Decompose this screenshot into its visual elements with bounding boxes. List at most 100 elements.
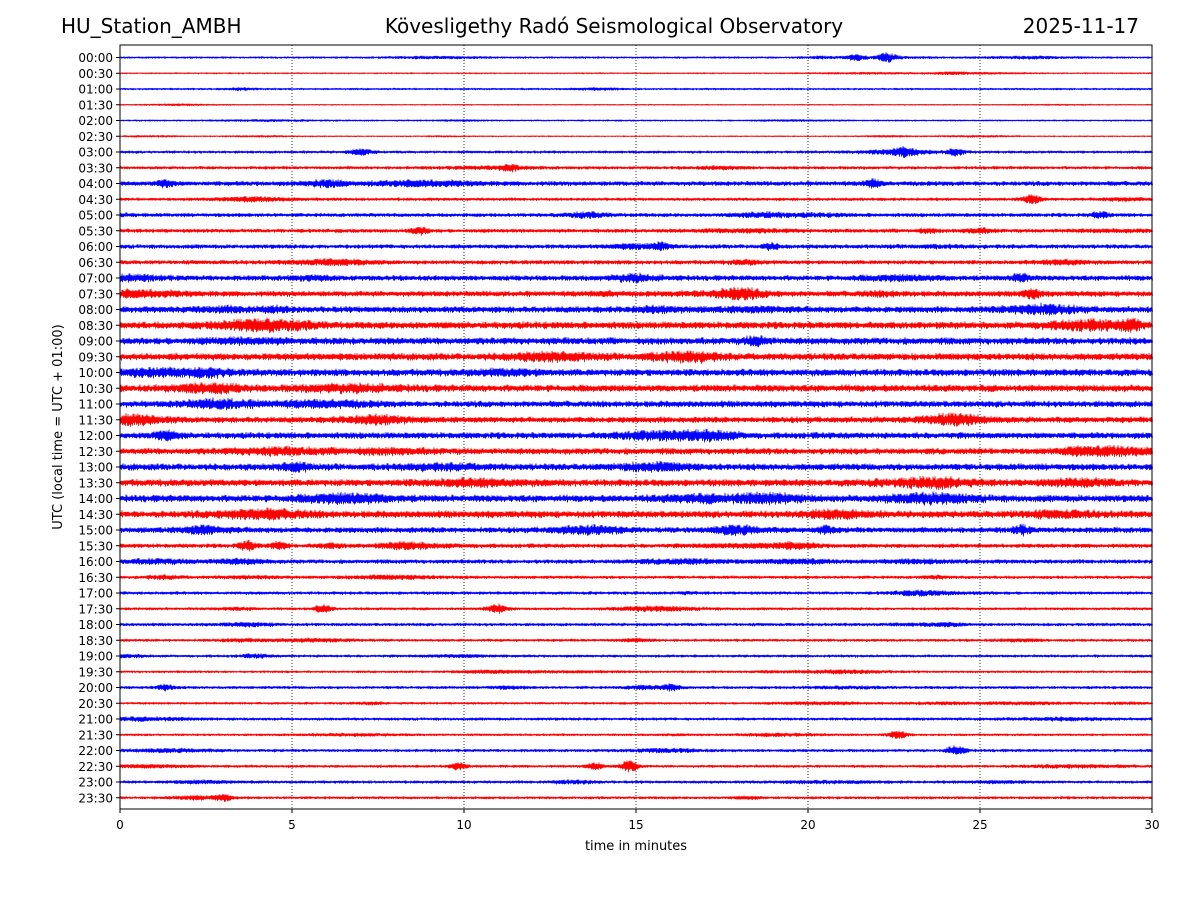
trace-row	[119, 163, 1153, 173]
trace-row	[119, 700, 1153, 706]
y-tick-label: 07:00	[78, 272, 113, 286]
y-tick-label: 11:00	[78, 398, 113, 412]
trace-row	[119, 793, 1153, 803]
trace-row	[119, 683, 1153, 692]
trace-row	[119, 460, 1153, 473]
trace-row	[119, 589, 1153, 597]
trace-row	[119, 397, 1153, 411]
trace-row	[119, 475, 1153, 491]
trace-row	[119, 539, 1153, 552]
y-tick-label: 05:30	[78, 224, 113, 238]
trace-row	[119, 730, 1153, 739]
trace-row	[119, 194, 1153, 205]
y-tick-label: 17:30	[78, 602, 113, 616]
trace-row	[119, 523, 1153, 537]
y-tick-label: 01:30	[78, 98, 113, 112]
x-tick-label: 30	[1144, 818, 1159, 832]
trace-row	[119, 335, 1153, 348]
trace-row	[119, 366, 1153, 379]
y-tick-label: 23:30	[78, 791, 113, 805]
y-tick-label: 13:00	[78, 461, 113, 475]
x-tick-label: 5	[288, 818, 296, 832]
x-axis-label: time in minutes	[585, 839, 687, 854]
x-axis-ticks: 0 5 10 15 20 25 30	[116, 809, 1160, 832]
y-tick-label: 02:30	[78, 130, 113, 144]
y-tick-label: 19:00	[78, 650, 113, 664]
x-tick-label: 10	[456, 818, 471, 832]
y-tick-label: 09:30	[78, 350, 113, 364]
y-tick-label: 10:30	[78, 382, 113, 396]
y-axis-label: UTC (local time = UTC + 01:00)	[51, 324, 66, 529]
y-tick-label: 12:30	[78, 445, 113, 459]
y-tick-label: 12:00	[78, 429, 113, 443]
station-name: HU_Station_AMBH	[61, 14, 242, 38]
trace-row	[119, 258, 1153, 267]
trace-row	[119, 444, 1153, 458]
y-tick-label: 10:00	[78, 366, 113, 380]
trace-row	[119, 134, 1153, 138]
y-tick-label: 09:00	[78, 335, 113, 349]
trace-row	[119, 637, 1153, 643]
trace-row	[119, 779, 1153, 785]
trace-row	[119, 668, 1153, 675]
y-tick-label: 07:30	[78, 287, 113, 301]
y-tick-label: 00:30	[78, 67, 113, 81]
y-tick-label: 14:30	[78, 508, 113, 522]
y-tick-label: 06:00	[78, 240, 113, 254]
trace-row	[119, 603, 1153, 614]
chart-title: Kövesligethy Radó Seismological Observat…	[384, 14, 844, 38]
y-tick-label: 18:30	[78, 634, 113, 648]
y-tick-label: 22:00	[78, 744, 113, 758]
y-tick-label: 20:00	[78, 681, 113, 695]
y-tick-label: 16:30	[78, 571, 113, 585]
y-tick-label: 04:30	[78, 193, 113, 207]
trace-row	[119, 103, 1153, 107]
trace-row	[119, 272, 1153, 284]
trace-row	[119, 382, 1153, 395]
y-tick-label: 15:00	[78, 524, 113, 538]
trace-row	[119, 302, 1153, 316]
y-tick-label: 16:00	[78, 555, 113, 569]
trace-row	[119, 317, 1153, 333]
y-tick-label: 15:30	[78, 539, 113, 553]
trace-row	[119, 557, 1153, 566]
x-tick-label: 15	[628, 818, 643, 832]
trace-row	[119, 745, 1153, 755]
y-tick-label: 22:30	[78, 760, 113, 774]
y-tick-label: 01:00	[78, 83, 113, 97]
y-tick-label: 00:00	[78, 51, 113, 65]
y-tick-label: 05:00	[78, 209, 113, 223]
grid-lines	[291, 45, 981, 809]
y-tick-label: 11:30	[78, 413, 113, 427]
trace-row	[119, 211, 1153, 220]
trace-row	[119, 87, 1153, 92]
trace-row	[119, 653, 1153, 659]
y-tick-label: 08:30	[78, 319, 113, 333]
y-tick-label: 08:00	[78, 303, 113, 317]
y-tick-label: 21:00	[78, 713, 113, 727]
y-tick-label: 04:00	[78, 177, 113, 191]
y-tick-label: 18:00	[78, 618, 113, 632]
y-tick-label: 20:30	[78, 697, 113, 711]
y-tick-label: 23:00	[78, 776, 113, 790]
y-tick-label: 03:00	[78, 146, 113, 160]
trace-row	[119, 574, 1153, 581]
trace-row	[119, 241, 1153, 252]
y-tick-label: 06:30	[78, 256, 113, 270]
trace-row	[119, 118, 1153, 123]
y-tick-label: 02:00	[78, 114, 113, 128]
trace-row	[119, 52, 1153, 63]
y-tick-label: 19:30	[78, 665, 113, 679]
seismic-traces	[119, 52, 1153, 803]
trace-row	[119, 507, 1153, 521]
trace-row	[119, 146, 1153, 158]
y-tick-label: 13:30	[78, 476, 113, 490]
trace-row	[119, 760, 1153, 773]
y-tick-label: 17:00	[78, 587, 113, 601]
trace-row	[119, 286, 1153, 301]
trace-row	[119, 716, 1153, 722]
x-tick-label: 20	[800, 818, 815, 832]
chart-date: 2025-11-17	[1022, 14, 1139, 38]
